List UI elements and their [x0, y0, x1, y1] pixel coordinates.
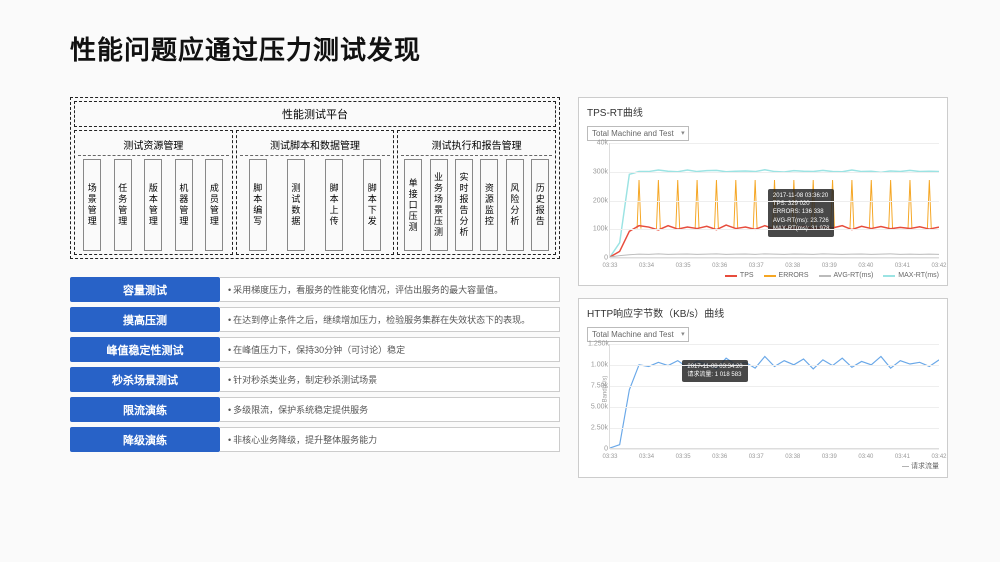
- chart2-tooltip: 2017-11-08 03:34:20请求流量: 1 018 583: [682, 360, 747, 383]
- arch-item: 机器管理: [175, 159, 193, 251]
- arch-item: 成员管理: [205, 159, 223, 251]
- test-desc: 在峰值压力下，保持30分钟（可讨论）稳定: [220, 337, 560, 362]
- test-label: 摸高压测: [70, 307, 220, 332]
- arch-group: 测试脚本和数据管理脚本编写 测试数据 脚本上传 脚本下发: [236, 130, 395, 255]
- test-label: 峰值稳定性测试: [70, 337, 220, 362]
- arch-item: 实时报告分析: [455, 159, 473, 251]
- arch-item: 资源监控: [480, 159, 498, 251]
- arch-group-title: 测试脚本和数据管理: [240, 134, 391, 156]
- arch-item: 业务场景压测: [430, 159, 448, 251]
- test-desc: 采用梯度压力，看服务的性能变化情况，评估出服务的最大容量值。: [220, 277, 560, 302]
- arch-item: 任务管理: [114, 159, 132, 251]
- architecture-diagram: 性能测试平台 测试资源管理场景管理任务管理版本管理机器管理成员管理测试脚本和数据…: [70, 97, 560, 259]
- arch-item: 测试数据: [287, 159, 305, 251]
- arch-item: 场景管理: [83, 159, 101, 251]
- arch-item: 版本管理: [144, 159, 162, 251]
- arch-header: 性能测试平台: [74, 101, 556, 127]
- legend-item: ERRORS: [764, 272, 809, 279]
- test-label: 限流演练: [70, 397, 220, 422]
- test-row: 摸高压测在达到停止条件之后，继续增加压力，检验服务集群在失效状态下的表现。: [70, 307, 560, 332]
- test-row: 容量测试采用梯度压力，看服务的性能变化情况，评估出服务的最大容量值。: [70, 277, 560, 302]
- chart1-plot: 2017-11-08 03:36:20TPS: 329 020ERRORS: 1…: [609, 143, 939, 258]
- page-title: 性能问题应通过压力测试发现: [70, 30, 950, 67]
- tps-rt-chart-panel: TPS-RT曲线 Total Machine and Test 2017-11-…: [578, 97, 948, 286]
- test-label: 秒杀场景测试: [70, 367, 220, 392]
- arch-item: 脚本上传: [325, 159, 343, 251]
- arch-group-title: 测试执行和报告管理: [401, 134, 552, 156]
- test-desc: 针对秒杀类业务，制定秒杀测试场景: [220, 367, 560, 392]
- legend-item: TPS: [725, 272, 754, 279]
- arch-item: 单接口压测: [404, 159, 422, 251]
- arch-group-title: 测试资源管理: [78, 134, 229, 156]
- test-desc: 在达到停止条件之后，继续增加压力，检验服务集群在失效状态下的表现。: [220, 307, 560, 332]
- chart2-title: HTTP响应字节数（KB/s）曲线: [587, 305, 939, 320]
- arch-item: 脚本编写: [249, 159, 267, 251]
- test-row: 峰值稳定性测试在峰值压力下，保持30分钟（可讨论）稳定: [70, 337, 560, 362]
- arch-item: 历史报告: [531, 159, 549, 251]
- chart2-footnote: — 请求流量: [587, 461, 939, 471]
- arch-group: 测试执行和报告管理单接口压测业务场景压测实时报告分析资源监控风险分析历史报告: [397, 130, 556, 255]
- chart2-plot: Band(K/s) 2017-11-08 03:34:20请求流量: 1 018…: [609, 344, 939, 449]
- test-desc: 非核心业务降级，提升整体服务能力: [220, 427, 560, 452]
- http-bytes-chart-panel: HTTP响应字节数（KB/s）曲线 Total Machine and Test…: [578, 298, 948, 478]
- test-row: 秒杀场景测试针对秒杀类业务，制定秒杀测试场景: [70, 367, 560, 392]
- test-types-table: 容量测试采用梯度压力，看服务的性能变化情况，评估出服务的最大容量值。摸高压测在达…: [70, 277, 560, 452]
- legend-item: AVG-RT(ms): [819, 272, 874, 279]
- legend-item: MAX-RT(ms): [883, 272, 939, 279]
- test-desc: 多级限流，保护系统稳定提供服务: [220, 397, 560, 422]
- test-row: 降级演练非核心业务降级，提升整体服务能力: [70, 427, 560, 452]
- test-row: 限流演练多级限流，保护系统稳定提供服务: [70, 397, 560, 422]
- test-label: 降级演练: [70, 427, 220, 452]
- test-label: 容量测试: [70, 277, 220, 302]
- chart1-title: TPS-RT曲线: [587, 104, 939, 119]
- arch-item: 脚本下发: [363, 159, 381, 251]
- chart1-legend: TPS ERRORS AVG-RT(ms) MAX-RT(ms): [587, 272, 939, 279]
- arch-group: 测试资源管理场景管理任务管理版本管理机器管理成员管理: [74, 130, 233, 255]
- arch-item: 风险分析: [506, 159, 524, 251]
